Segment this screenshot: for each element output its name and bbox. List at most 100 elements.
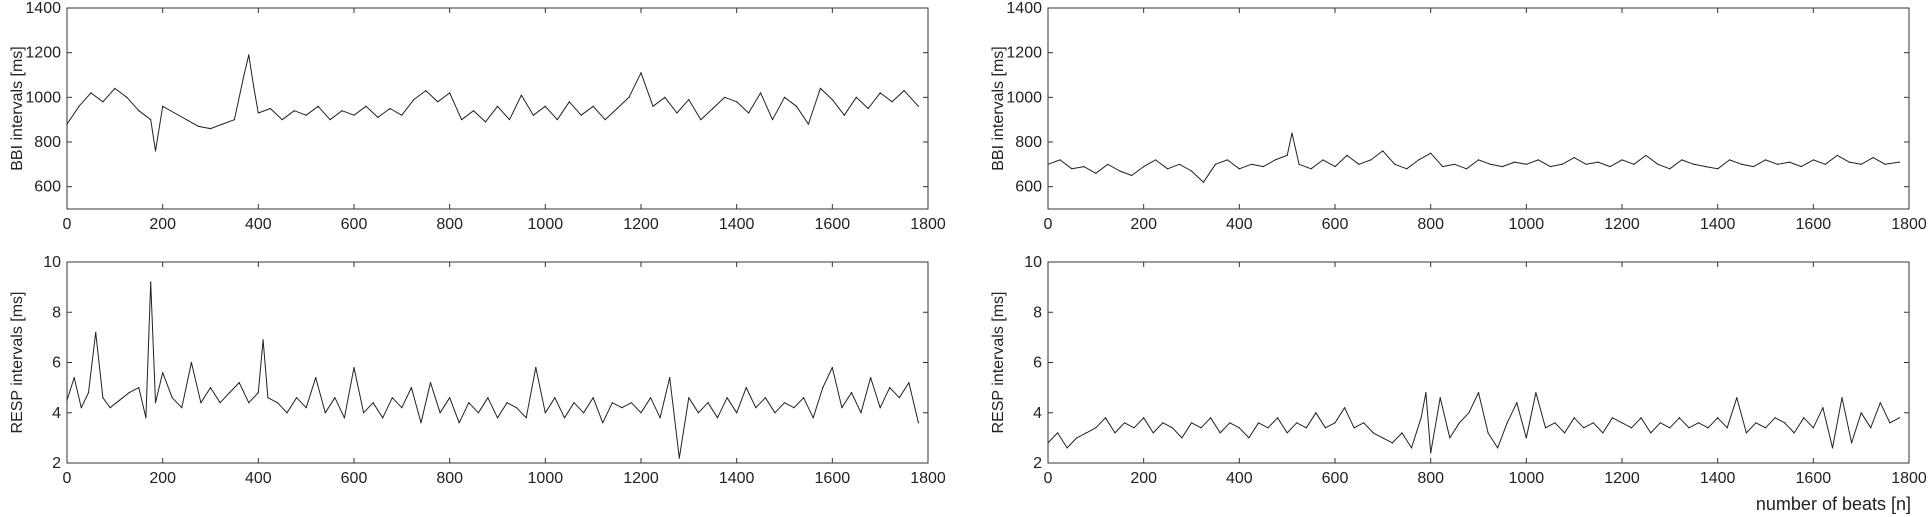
data-point <box>1836 154 1838 156</box>
data-point <box>1489 163 1492 165</box>
data-point <box>535 366 537 369</box>
data-point <box>154 150 157 152</box>
y-tick-label: 8 <box>52 304 61 321</box>
data-point <box>449 397 451 399</box>
data-point <box>1257 422 1260 424</box>
data-point <box>145 417 147 419</box>
data-point <box>1468 412 1470 414</box>
data-point <box>305 114 307 116</box>
data-point <box>1549 165 1551 168</box>
data-point <box>745 387 747 389</box>
data-point <box>783 402 786 404</box>
data-point <box>1162 422 1164 424</box>
data-point <box>1611 417 1614 419</box>
data-point <box>243 74 245 76</box>
data-point <box>377 116 379 119</box>
x-tick-label: 400 <box>245 216 272 233</box>
data-point <box>1506 422 1508 424</box>
data-point <box>1669 427 1671 429</box>
data-point <box>1343 407 1346 409</box>
data-point <box>580 114 582 116</box>
data-point <box>293 110 295 112</box>
data-point <box>329 119 331 121</box>
data-point <box>1860 163 1862 165</box>
x-tick-label: 600 <box>341 470 368 487</box>
data-point <box>1439 397 1441 399</box>
data-point <box>1248 437 1250 439</box>
data-point <box>162 371 164 374</box>
data-point <box>425 90 427 92</box>
data-point <box>296 397 298 399</box>
data-point <box>1860 412 1862 414</box>
data-point <box>697 412 700 414</box>
data-point <box>190 361 192 364</box>
data-point <box>1095 427 1097 429</box>
data-point <box>1453 163 1456 165</box>
panel-bottom-left-resp: 0 200 400 600 800 1000 1200 1400 1600 1800 2 4 6 8 10 R… <box>9 254 946 487</box>
data-point <box>563 417 566 419</box>
data-point <box>1171 427 1173 429</box>
data-point <box>1513 161 1515 163</box>
x-tick-label: 1600 <box>815 216 851 233</box>
data-point <box>1219 432 1221 434</box>
data-point <box>95 331 97 333</box>
data-point <box>793 407 795 409</box>
data-point <box>1812 159 1814 161</box>
data-point <box>1681 159 1683 161</box>
data-point <box>343 417 346 419</box>
data-point <box>1537 159 1539 161</box>
data-point <box>860 412 862 414</box>
data-point <box>889 387 891 389</box>
data-point <box>413 98 415 101</box>
data-point <box>1544 427 1547 429</box>
y-tick-label: 800 <box>34 134 61 151</box>
data-point <box>1824 163 1826 165</box>
y-tick-label: 6 <box>1033 355 1042 372</box>
data-point <box>174 112 176 114</box>
data-point <box>1898 417 1901 419</box>
data-point <box>1812 427 1814 429</box>
x-tick-label: 1000 <box>528 216 564 233</box>
data-point <box>1449 437 1451 439</box>
data-point <box>181 407 183 409</box>
series-line <box>66 281 919 459</box>
x-tick-label: 0 <box>63 470 72 487</box>
data-point <box>1315 412 1317 414</box>
data-point <box>1401 432 1403 434</box>
x-tick-label: 1800 <box>910 216 946 233</box>
data-point <box>401 407 403 409</box>
data-point <box>1497 447 1499 449</box>
data-point <box>783 96 786 98</box>
data-point <box>879 407 881 409</box>
data-point <box>472 110 475 112</box>
data-point <box>544 412 546 414</box>
y-tick-label: 1200 <box>1006 45 1042 62</box>
data-point <box>185 119 188 121</box>
data-point <box>1726 427 1728 429</box>
data-point <box>87 392 90 394</box>
data-point <box>1410 447 1413 449</box>
data-point <box>1059 159 1061 161</box>
data-point <box>1870 427 1872 429</box>
data-point <box>1898 161 1901 163</box>
data-point <box>1190 422 1193 424</box>
data-point <box>1310 168 1312 170</box>
data-point <box>353 114 355 116</box>
data-point <box>867 107 869 110</box>
y-tick-label: 1000 <box>25 89 61 106</box>
data-point <box>276 402 279 404</box>
x-tick-label: 1600 <box>1796 470 1832 487</box>
data-point <box>1114 432 1116 434</box>
data-point <box>1745 432 1747 434</box>
data-point <box>1119 170 1121 172</box>
data-point <box>162 105 164 107</box>
panel-top-left-bbi: 0 200 400 600 800 1000 1200 1400 1600 1800 600 800 1… <box>9 0 946 233</box>
data-point <box>520 94 523 96</box>
x-tick-label: 1800 <box>1891 470 1927 487</box>
data-point <box>1133 427 1135 429</box>
axes-frame <box>66 7 929 210</box>
x-tick-label: 1200 <box>623 470 659 487</box>
data-point <box>221 123 224 125</box>
data-point <box>649 397 652 399</box>
